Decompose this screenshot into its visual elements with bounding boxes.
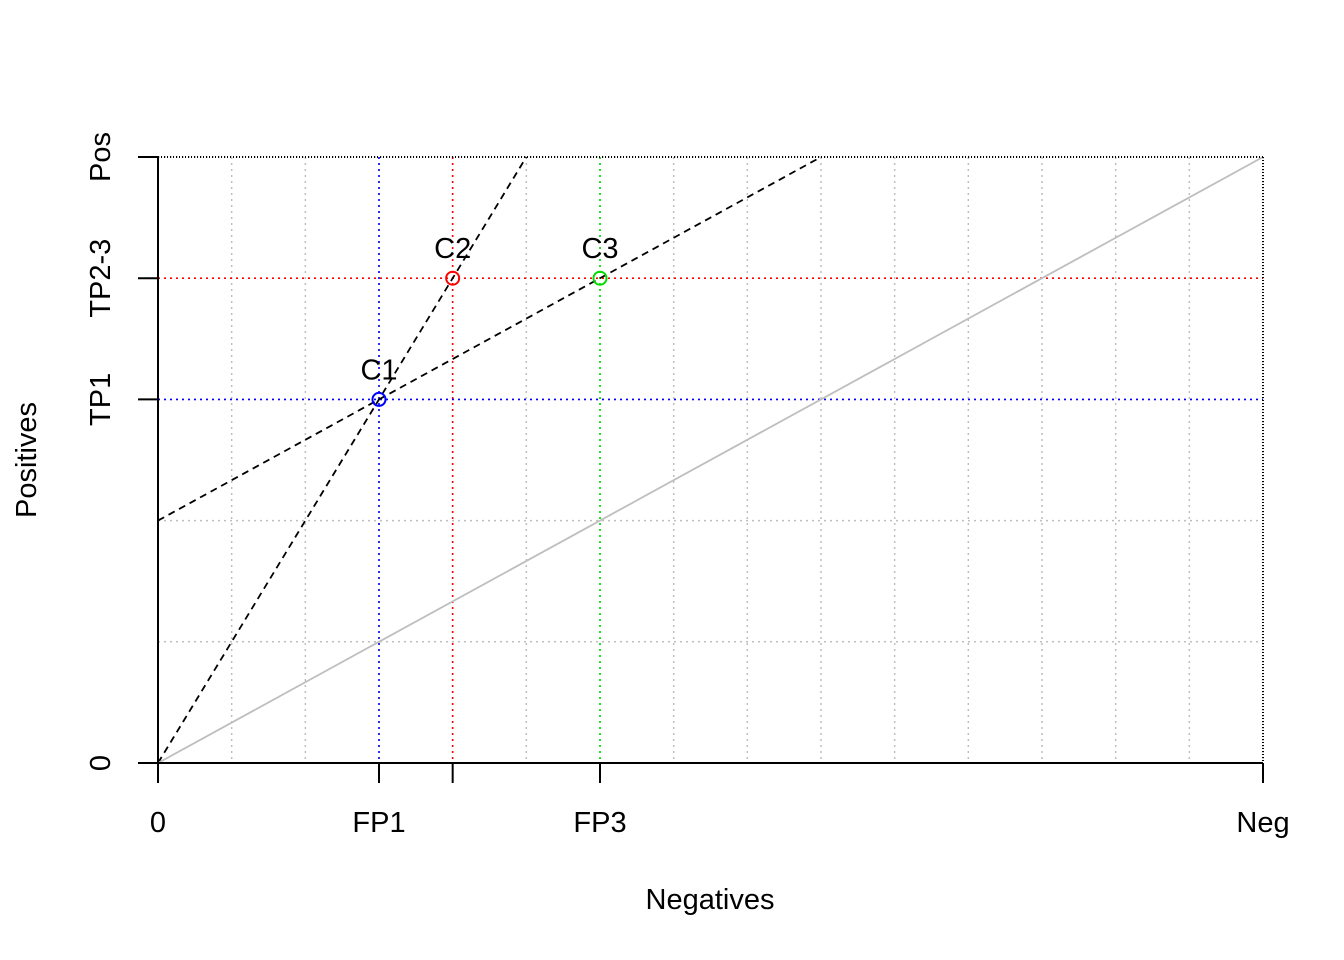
y-tick-label: TP2-3 (85, 239, 117, 318)
iso-line (157, 156, 528, 764)
point-label: C1 (360, 354, 397, 386)
y-tick-label: TP1 (85, 373, 117, 426)
x-tick-label: 0 (150, 807, 166, 839)
point-label: C3 (581, 233, 618, 265)
y-tick-label: 0 (85, 755, 117, 771)
y-tick-label: Pos (85, 132, 117, 182)
point-marker (445, 270, 461, 286)
point-label: C2 (434, 233, 471, 265)
data-points: C1 C2 C3 (360, 233, 619, 407)
diagonal-line (157, 156, 1264, 764)
point-marker (371, 391, 387, 407)
x-tick-label: FP1 (352, 807, 405, 839)
point-guide-lines (158, 157, 1263, 763)
y-axis-label: Positives (11, 402, 43, 518)
iso-line (157, 156, 822, 522)
x-tick-label: Neg (1236, 807, 1289, 839)
axes: 0 FP1 FP3 Neg 0 TP1 TP2-3 Pos (85, 132, 1290, 839)
point-marker (592, 270, 608, 286)
x-tick-label: FP3 (573, 807, 626, 839)
reference-lines (157, 156, 1264, 764)
x-axis-label: Negatives (646, 884, 775, 916)
